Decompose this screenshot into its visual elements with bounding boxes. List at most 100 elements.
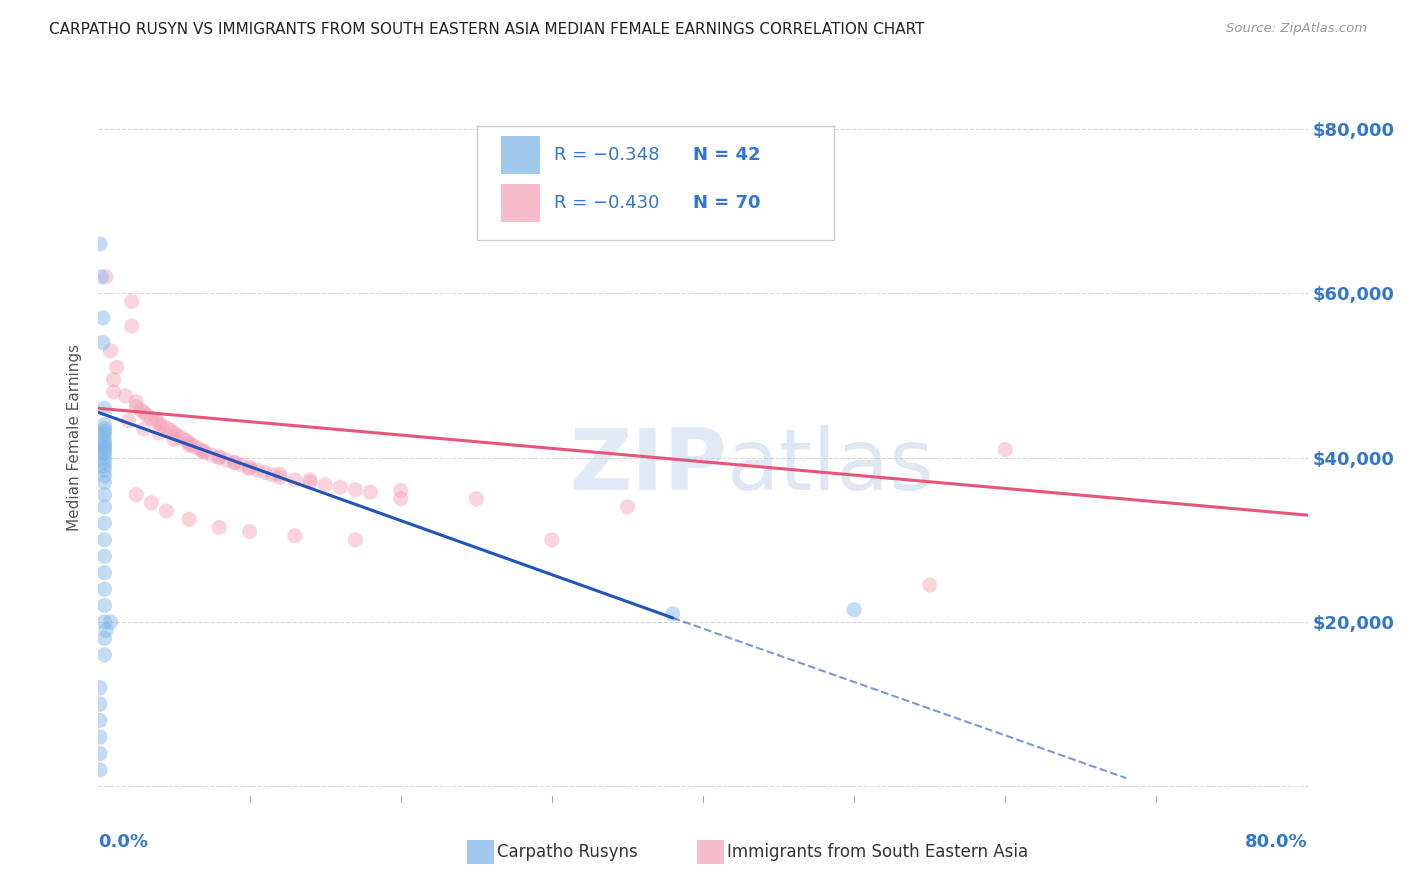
Point (208, 450, 231, 464)
Point (132, 405, 155, 419)
Point (314, 477, 336, 491)
Point (93, 599, 115, 613)
Point (141, 411, 163, 425)
Point (344, 483, 367, 497)
FancyBboxPatch shape (501, 184, 540, 222)
Point (269, 467, 291, 481)
Point (844, 602, 866, 616)
Point (224, 456, 246, 470)
Point (329, 480, 352, 494)
Point (89, 730, 111, 744)
Point (105, 360, 128, 375)
Point (239, 460, 262, 475)
Text: Source: ZipAtlas.com: Source: ZipAtlas.com (1226, 22, 1367, 36)
Text: ZIP: ZIP (569, 425, 727, 508)
Point (93, 438, 115, 452)
Point (299, 473, 322, 487)
Point (186, 441, 208, 455)
Point (121, 294, 143, 309)
Point (239, 524, 262, 539)
Text: CARPATHO RUSYN VS IMMIGRANTS FROM SOUTH EASTERN ASIA MEDIAN FEMALE EARNINGS CORR: CARPATHO RUSYN VS IMMIGRANTS FROM SOUTH … (49, 22, 925, 37)
Point (148, 425, 170, 440)
Point (89, 763, 111, 777)
Point (246, 463, 269, 477)
Point (93, 533, 115, 547)
Point (215, 453, 238, 467)
Point (239, 461, 262, 475)
Text: N = 70: N = 70 (693, 194, 761, 212)
Point (616, 500, 638, 514)
Point (93, 450, 115, 465)
Point (94, 624, 117, 638)
Point (103, 373, 125, 387)
Point (93, 433, 115, 447)
Point (93, 441, 115, 455)
Point (201, 448, 224, 462)
Point (163, 425, 186, 440)
Point (93, 458, 115, 473)
Point (193, 446, 215, 460)
Point (661, 607, 683, 621)
Point (121, 319, 143, 334)
Point (360, 485, 382, 500)
Point (125, 400, 148, 414)
Point (93, 615, 115, 629)
Point (284, 473, 307, 487)
Point (93, 401, 115, 416)
Point (89, 747, 111, 761)
Point (389, 491, 412, 506)
Point (93, 468, 115, 483)
Point (174, 434, 197, 448)
Point (540, 533, 562, 547)
Point (145, 414, 167, 428)
Point (93, 446, 115, 460)
Point (389, 483, 412, 498)
Point (93, 487, 115, 501)
Point (299, 475, 322, 490)
Point (181, 438, 204, 452)
Point (465, 491, 488, 506)
Text: 0.0%: 0.0% (98, 833, 149, 851)
Point (262, 467, 284, 482)
Point (93, 425, 115, 439)
Point (93, 417, 115, 432)
Point (918, 578, 941, 592)
Point (89, 681, 111, 695)
Point (224, 456, 246, 470)
Point (93, 632, 115, 646)
Point (93, 516, 115, 531)
Point (93, 422, 115, 436)
Point (132, 422, 155, 436)
Point (89, 714, 111, 728)
Point (93, 648, 115, 662)
Point (125, 487, 148, 501)
Point (269, 470, 291, 484)
Point (155, 504, 177, 518)
Point (118, 414, 141, 428)
Text: Carpatho Rusyns: Carpatho Rusyns (498, 843, 638, 861)
Point (208, 520, 231, 534)
Point (284, 529, 307, 543)
Point (89, 697, 111, 711)
Point (231, 458, 253, 472)
Point (91, 335, 114, 350)
Point (135, 408, 157, 422)
Point (100, 615, 122, 629)
Point (93, 566, 115, 580)
Point (94, 269, 117, 284)
Point (160, 424, 183, 438)
Text: atlas: atlas (727, 425, 935, 508)
Y-axis label: Median Female Earnings: Median Female Earnings (67, 343, 83, 531)
Text: 80.0%: 80.0% (1244, 833, 1308, 851)
Point (163, 433, 186, 447)
Point (90, 269, 112, 284)
FancyBboxPatch shape (501, 136, 540, 175)
Text: R = −0.348: R = −0.348 (554, 146, 659, 164)
FancyBboxPatch shape (467, 840, 494, 863)
Point (150, 418, 173, 433)
Point (114, 389, 136, 403)
Point (148, 416, 170, 430)
Point (994, 442, 1017, 457)
Point (344, 533, 367, 547)
Point (129, 403, 152, 417)
